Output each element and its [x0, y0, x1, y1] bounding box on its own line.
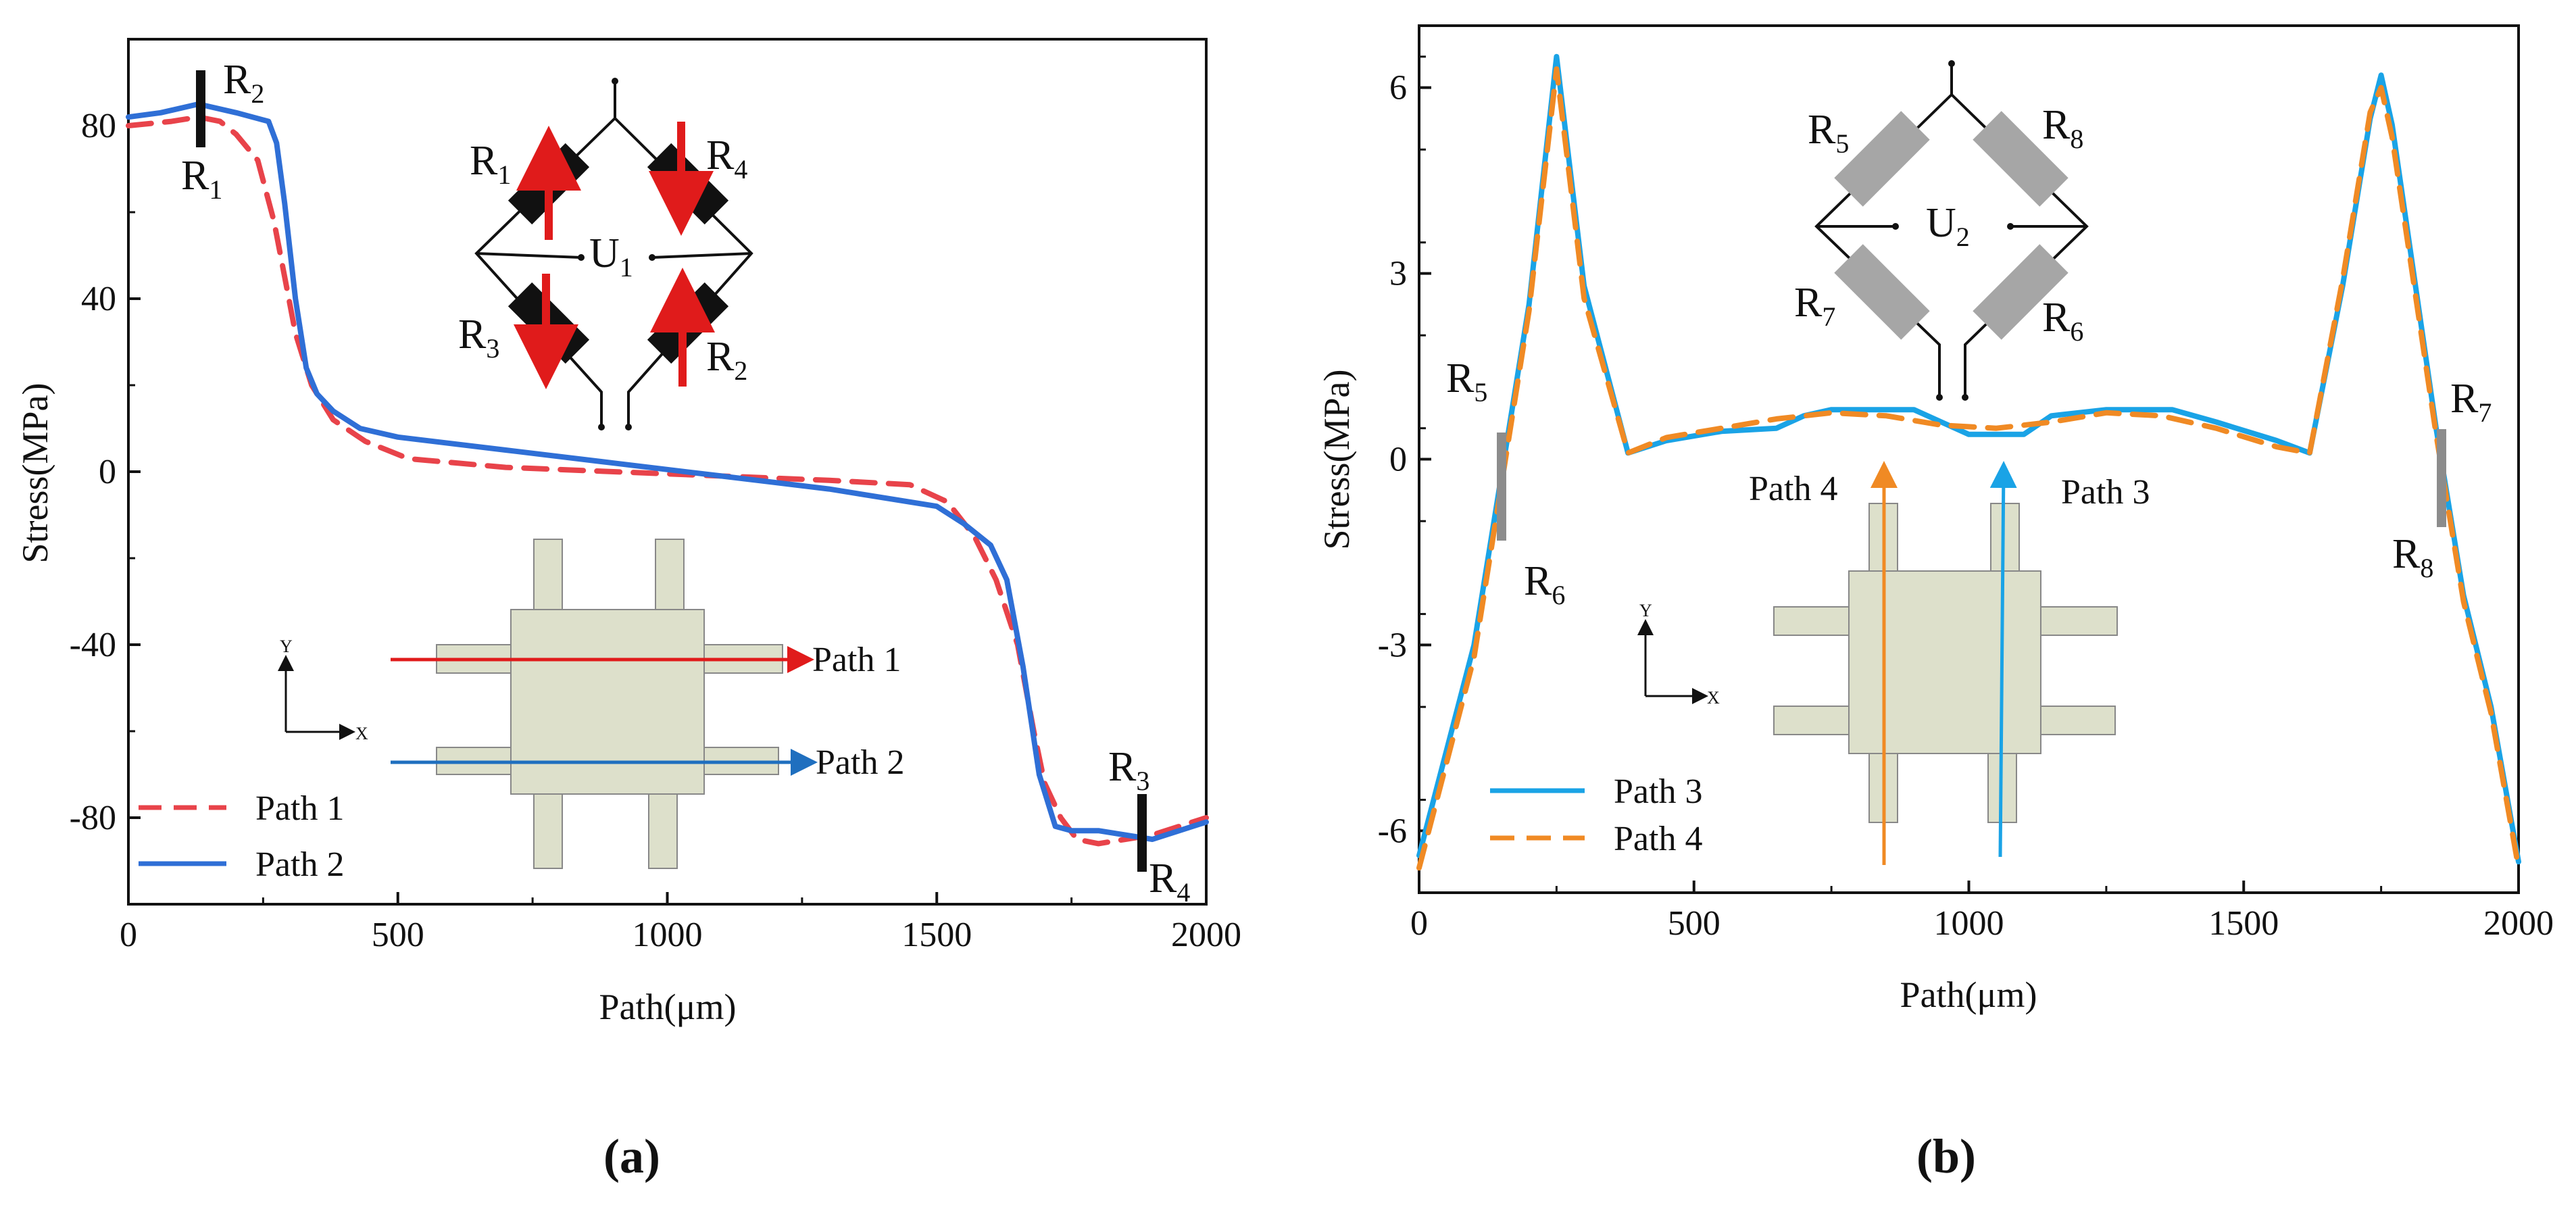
y-tick-label: -6: [1378, 812, 1407, 850]
bridge-label-r8-b: R8: [2042, 102, 2083, 154]
series-line-path-4: [1416, 66, 2521, 871]
label-r6-b: R6: [1524, 558, 1565, 610]
bridge-voltage-a: U1: [589, 230, 633, 282]
ticks-b: 0 500 1000 1500 2000 6 3 0 -3 -6: [1378, 55, 2554, 943]
resistor-r8-b: [1973, 111, 2069, 207]
resistor-r7-b: [1834, 244, 1930, 340]
label-r2-a: R2: [223, 57, 264, 109]
x-tick-label: 500: [1668, 904, 1720, 943]
bridge-inset-b: R5 R8 R7 R6 U2: [1794, 60, 2089, 401]
resistor-r6-b: [1973, 244, 2069, 340]
axis-glyph-b: Y X: [1637, 601, 1720, 708]
x-tick-label: 0: [1410, 904, 1428, 943]
path1-inset-label: Path 1: [812, 641, 901, 679]
label-r1-a: R1: [181, 153, 222, 205]
svg-text:X: X: [1707, 688, 1720, 708]
resistor-r5-b: [1834, 111, 1930, 207]
bridge-label-r7-b: R7: [1794, 280, 1835, 332]
caption-b: (b): [1916, 1129, 1976, 1183]
bridge-label-r2-a: R2: [706, 334, 747, 386]
legend-label-path3: Path 3: [1614, 772, 1702, 811]
plot-frame-b: [1418, 24, 2520, 894]
bridge-label-r3-a: R3: [458, 312, 499, 364]
panel-b: 0 500 1000 1500 2000 6 3 0 -3 -6 Path(μm) Stress(…: [1316, 24, 2554, 1183]
panel-a: 0 500 1000 1500 2000 80 40 0 -40 -80 Path(μm) Str…: [15, 38, 1241, 1183]
y-tick-label: 3: [1389, 255, 1407, 293]
y-axis-label-a: Stress(MPa): [15, 383, 55, 564]
path3-inset-label: Path 3: [2061, 473, 2150, 512]
structure-body-a: [510, 609, 705, 795]
label-r5-b: R5: [1446, 355, 1487, 407]
axis-glyph-a: Y X: [278, 637, 368, 743]
x-tick-label: 1000: [1934, 904, 2004, 943]
x-tick-label: 1000: [633, 916, 703, 954]
bridge-label-r6-b: R6: [2042, 295, 2083, 347]
x-axis-label-a: Path(μm): [599, 987, 737, 1027]
x-axis-label-b: Path(μm): [1900, 974, 2037, 1015]
path2-inset-label: Path 2: [816, 743, 904, 782]
structure-inset-b: [1773, 503, 2118, 823]
x-tick-label: 0: [120, 916, 137, 954]
x-tick-label: 1500: [901, 916, 972, 954]
structure-inset-a: [436, 539, 783, 869]
y-tick-label: 0: [1389, 441, 1407, 479]
bridge-inset-a: R1 R4 R3 R2 U1: [458, 78, 753, 430]
legend-label-path2: Path 2: [255, 845, 344, 884]
label-r3-a: R3: [1108, 744, 1149, 796]
y-tick-label: -40: [70, 626, 116, 664]
x-tick-label: 500: [372, 916, 424, 954]
series-b: [1416, 53, 2521, 871]
bridge-label-r4-a: R4: [706, 132, 747, 184]
y-tick-label: -80: [70, 799, 116, 837]
legend-b: Path 3 Path 4: [1490, 772, 1702, 858]
series-a: [126, 101, 1209, 847]
legend-label-path4: Path 4: [1614, 820, 1702, 858]
y-tick-label: -3: [1378, 626, 1407, 664]
y-tick-label: 80: [81, 107, 116, 145]
structure-body-b: [1848, 570, 2041, 754]
x-tick-label: 2000: [2483, 904, 2554, 943]
svg-text:Y: Y: [280, 637, 293, 656]
bridge-voltage-b: U2: [1926, 200, 1970, 252]
y-tick-label: 6: [1389, 69, 1407, 107]
bridge-label-r5-b: R5: [1808, 107, 1849, 159]
path3-arrow: [1989, 461, 2017, 858]
svg-text:X: X: [355, 724, 368, 743]
caption-a: (a): [603, 1129, 660, 1183]
y-tick-label: 0: [99, 453, 116, 491]
svg-text:Y: Y: [1639, 601, 1652, 620]
ticks-a: 0 500 1000 1500 2000 80 40 0 -40 -80: [70, 38, 1241, 954]
label-r4-a: R4: [1149, 856, 1190, 908]
series-line-path-2: [126, 101, 1209, 842]
x-tick-label: 1500: [2208, 904, 2279, 943]
bridge-label-r1-a: R1: [470, 138, 511, 190]
label-r8-b: R8: [2392, 531, 2433, 583]
legend-a: Path 1 Path 2: [139, 789, 344, 884]
y-axis-label-b: Stress(MPa): [1316, 370, 1357, 550]
x-tick-label: 2000: [1171, 916, 1241, 954]
legend-label-path1: Path 1: [255, 789, 344, 828]
label-r7-b: R7: [2450, 376, 2492, 428]
path4-inset-label: Path 4: [1749, 470, 1837, 508]
y-tick-label: 40: [81, 280, 116, 318]
